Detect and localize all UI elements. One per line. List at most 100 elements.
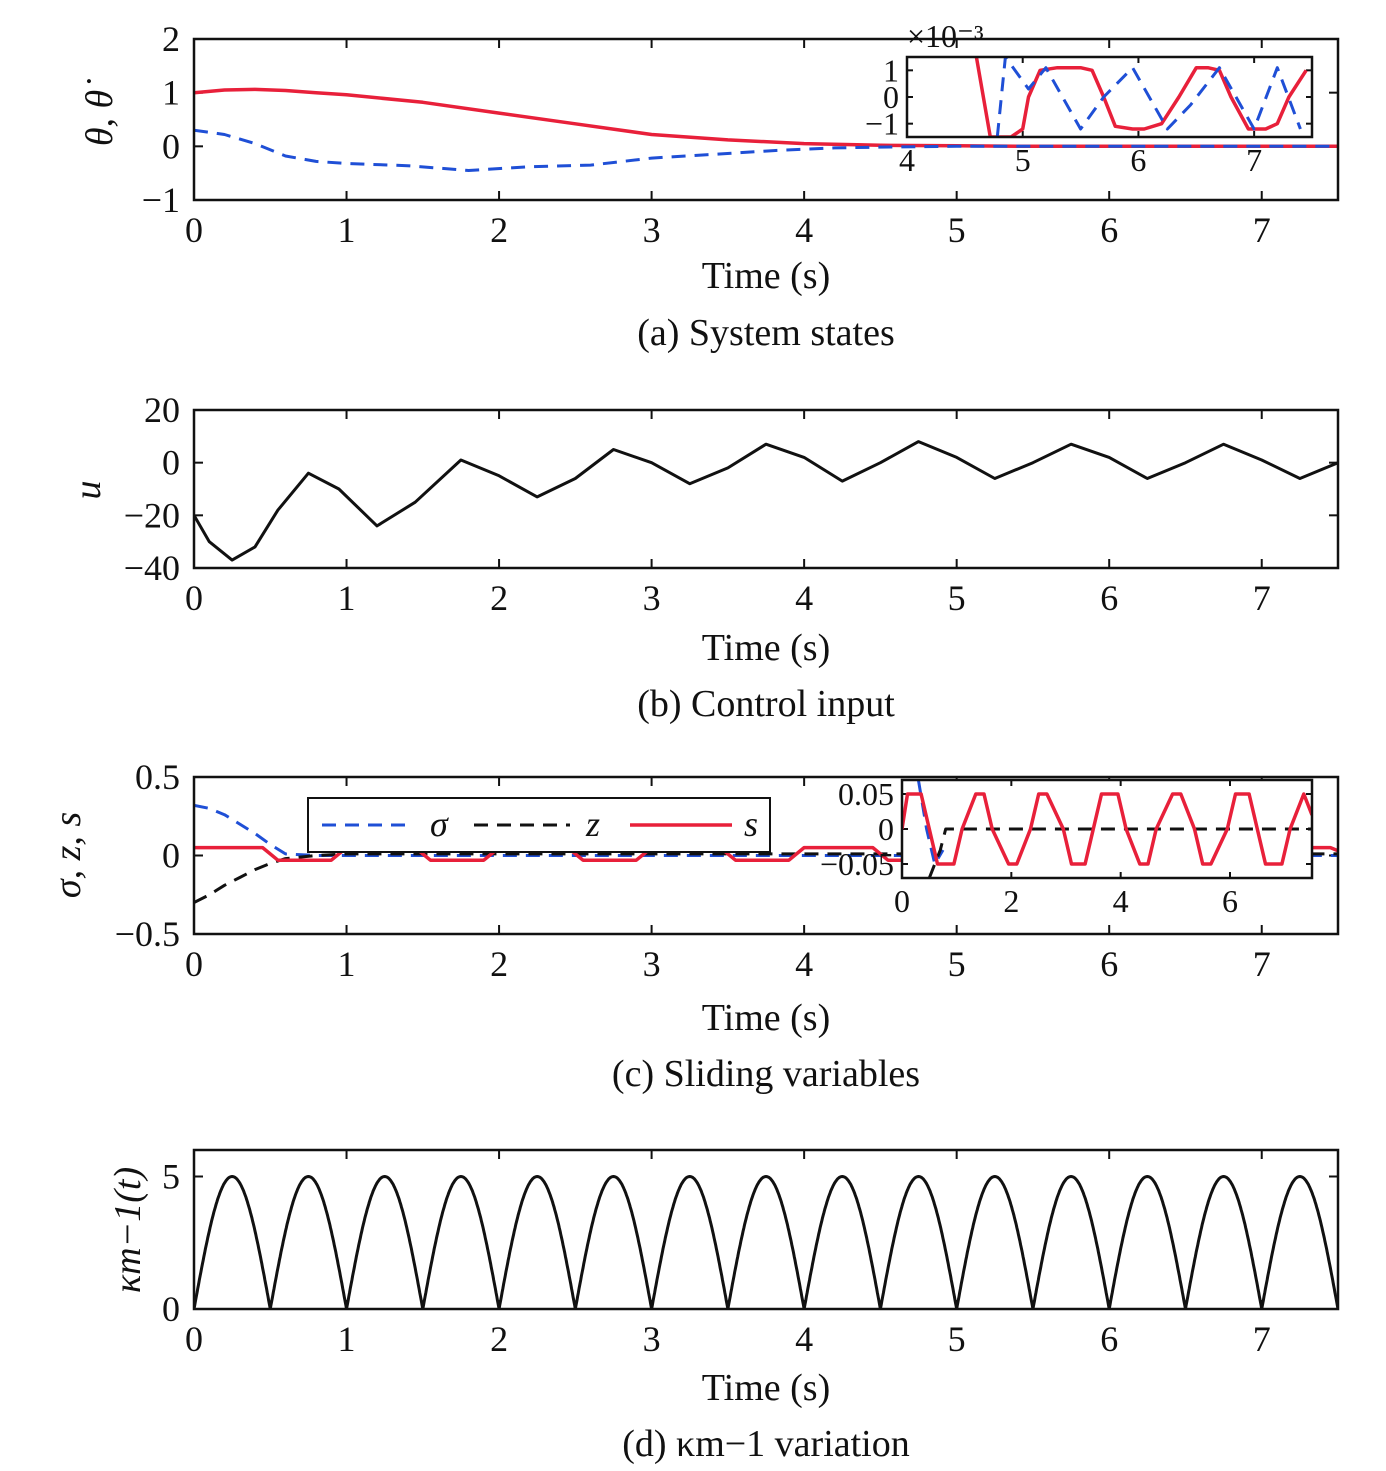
inset-c-z-line [927, 827, 1312, 878]
inset-c-xtick-label: 0 [894, 883, 910, 919]
panel-c-xtick-label: 5 [948, 944, 966, 984]
panel-d-xtick-label: 6 [1100, 1319, 1118, 1359]
panel-c-sliding-variables: 0 1 2 3 4 5 6 70.50−0.50 2 4 60.050−0.05 σ, z, s T… [47, 757, 1340, 1095]
panel-b-u-line [194, 440, 1338, 562]
panel-b-caption: (b) Control input [637, 683, 895, 725]
panel-d-caption: (d) κm−1 variation [622, 1423, 910, 1465]
panel-a-ytick-label: 1 [162, 73, 180, 113]
legend-sigma-label: σ [430, 804, 449, 844]
panel-a-xtick-label: 7 [1253, 210, 1271, 250]
panel-d-xlabel: Time (s) [702, 1367, 830, 1409]
panel-d-axes-frame [192, 1148, 1340, 1311]
panel-a-ytick-label: 0 [162, 126, 180, 166]
panel-a-axes-frame [192, 37, 1340, 202]
panel-c-ytick-label: 0 [162, 836, 180, 876]
panel-c-ytick-label: −0.5 [115, 914, 180, 954]
inset-c-ytick-label: 0 [878, 811, 894, 847]
panel-a-xtick-label: 6 [1100, 210, 1118, 250]
panel-d-plot-area: 0 1 2 3 4 5 6 7 5 0 [162, 1148, 1340, 1359]
inset-a-xtick-label: 6 [1130, 142, 1146, 178]
panel-d-xtick-label: 0 [185, 1319, 203, 1359]
panel-c-xtick-label: 2 [490, 944, 508, 984]
panel-b-ytick-label: −20 [124, 495, 180, 535]
panel-d-xtick-label: 2 [490, 1319, 508, 1359]
panel-a-xtick-label: 0 [185, 210, 203, 250]
inset-a-xtick-label: 5 [1015, 142, 1031, 178]
inset-c-xtick-label: 6 [1222, 883, 1238, 919]
panel-d-xtick-label: 4 [795, 1319, 813, 1359]
inset-exponent-label: ×10⁻³ [907, 18, 984, 54]
panel-d-xtick-label: 5 [948, 1319, 966, 1359]
panel-d-ytick-label: 0 [162, 1289, 180, 1329]
panel-d-xtick-label: 1 [338, 1319, 356, 1359]
panel-c-ylabel: σ, z, s [47, 812, 89, 898]
inset-c-xtick-label: 2 [1003, 883, 1019, 919]
panel-a-inset: 4 5 6 7 10−1 ×10⁻³ [865, 18, 1314, 178]
panel-c-ytick-label: 0.5 [135, 757, 180, 797]
panel-b-ytick-label: 20 [144, 390, 180, 430]
panel-d-ylabel: κm−1(t) [107, 1167, 149, 1293]
panel-b-xtick-label: 0 [185, 578, 203, 618]
panel-d-xtick-label: 3 [643, 1319, 661, 1359]
panel-a-xtick-label: 3 [643, 210, 661, 250]
panel-a-xtick-label: 4 [795, 210, 813, 250]
panel-c-inset: 0 2 4 60.050−0.05 [820, 776, 1314, 919]
panel-a-ylabel: θ, θ̇ [79, 79, 121, 146]
panel-b-plot-area: 0 1 2 3 4 5 6 7 20 0 −20 −40 [124, 390, 1340, 618]
panel-d-xtick-label: 7 [1253, 1319, 1271, 1359]
panel-c-xtick-label: 4 [795, 944, 813, 984]
panel-a-xtick-label: 1 [338, 210, 356, 250]
panel-c-xtick-label: 0 [185, 944, 203, 984]
panel-b-xtick-label: 5 [948, 578, 966, 618]
panel-b-xlabel: Time (s) [702, 627, 830, 669]
panel-b-xtick-label: 4 [795, 578, 813, 618]
inset-a-ytick-label: 1 [883, 52, 899, 88]
panel-b-ylabel: u [67, 481, 109, 500]
panel-c-xlabel: Time (s) [702, 997, 830, 1039]
inset-a-xtick-label: 7 [1246, 142, 1262, 178]
inset-a-ytick-label: 0 [883, 79, 899, 115]
panel-a-ytick-label: 2 [162, 19, 180, 59]
panel-b-xtick-label: 2 [490, 578, 508, 618]
inset-a-ytick-label: −1 [865, 106, 899, 142]
panel-c-xtick-label: 6 [1100, 944, 1118, 984]
panel-c-z-line [194, 852, 1338, 904]
panel-a-xtick-label: 2 [490, 210, 508, 250]
panel-c-legend: σ z s [307, 797, 771, 853]
panel-d-ytick-label: 5 [162, 1157, 180, 1197]
inset-c-ytick-label: −0.05 [820, 846, 894, 882]
panel-d-kappa-variation: 0 1 2 3 4 5 6 7 5 0 κm−1(t) Time (s) (d) κm−1 var… [107, 1148, 1340, 1465]
panel-a-xtick-label: 5 [948, 210, 966, 250]
panel-b-xtick-label: 1 [338, 578, 356, 618]
panel-b-xtick-label: 3 [643, 578, 661, 618]
inset-c-ytick-label: 0.05 [838, 776, 894, 812]
inset-a-xtick-label: 4 [899, 142, 915, 178]
panel-b-ytick-label: −40 [124, 548, 180, 588]
panel-c-xtick-label: 1 [338, 944, 356, 984]
inset-c-frame [900, 778, 1314, 880]
panel-c-caption: (c) Sliding variables [612, 1053, 920, 1095]
panel-c-axes-frame [192, 775, 1340, 936]
panel-c-xtick-label: 7 [1253, 944, 1271, 984]
legend-s-label: s [744, 804, 758, 844]
panel-a-xlabel: Time (s) [702, 255, 830, 297]
panel-c-xtick-label: 3 [643, 944, 661, 984]
legend-z-label: z [585, 804, 600, 844]
panel-a-ytick-label: −1 [142, 180, 180, 220]
panel-b-axes-frame [192, 408, 1340, 570]
panel-b-control-input: 0 1 2 3 4 5 6 7 20 0 −20 −40 u Time (s) (b) Control… [67, 390, 1340, 725]
panel-a-caption: (a) System states [637, 312, 895, 354]
inset-a-theta_dot-line [995, 57, 1302, 137]
inset-a-frame [905, 55, 1314, 139]
panel-c-plot-area: 0 1 2 3 4 5 6 70.50−0.50 2 4 60.050−0.05 [115, 757, 1340, 984]
panel-b-xtick-label: 7 [1253, 578, 1271, 618]
panel-b-ytick-label: 0 [162, 443, 180, 483]
panel-a-theta_dot-line [194, 128, 1338, 172]
inset-a-theta-line [974, 57, 1308, 137]
inset-c-s-line [902, 792, 1312, 866]
panel-b-xtick-label: 6 [1100, 578, 1118, 618]
inset-c-xtick-label: 4 [1113, 883, 1129, 919]
